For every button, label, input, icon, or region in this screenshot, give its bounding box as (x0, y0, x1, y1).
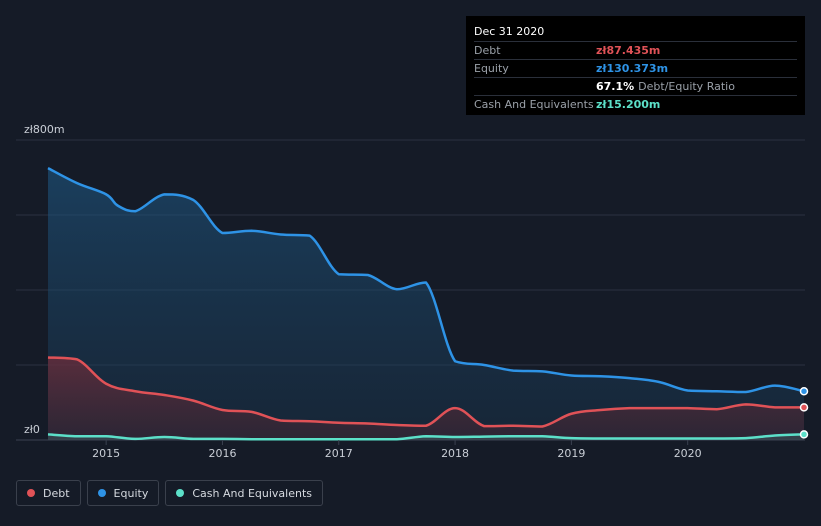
x-tick-label-2017: 2017 (325, 447, 353, 460)
tooltip-row-ratio: 67.1% Debt/Equity Ratio (474, 78, 797, 96)
legend-label-cash: Cash And Equivalents (192, 486, 312, 500)
x-tick-label-2019: 2019 (557, 447, 585, 460)
x-tick-label-2018: 2018 (441, 447, 469, 460)
series-end-points (799, 387, 809, 439)
x-tick-label-2016: 2016 (208, 447, 236, 460)
legend-label-equity: Equity (113, 486, 149, 500)
tooltip-row-cash: Cash And Equivalents zł15.200m (474, 96, 797, 113)
legend-item-equity[interactable]: Equity (86, 480, 160, 506)
axis-labels: zł800m zł0 2015 2016 2017 2018 2019 2020 (24, 123, 702, 460)
line-debt (47, 356, 804, 428)
tooltip-cash-label: Cash And Equivalents (474, 98, 594, 111)
legend-item-cash[interactable]: Cash And Equivalents (165, 480, 323, 506)
area-debt (48, 357, 804, 440)
tooltip-row-equity: Equity zł130.373m (474, 60, 797, 78)
tooltip-cash-value: zł15.200m (596, 98, 661, 111)
tooltip-date: Dec 31 2020 (474, 23, 797, 42)
legend-dot-debt (27, 489, 35, 497)
series-areas (48, 168, 804, 440)
end-point-equity (799, 387, 809, 396)
legend-item-debt[interactable]: Debt (16, 480, 81, 506)
tooltip-equity-value: zł130.373m (596, 62, 669, 75)
data-tooltip: Dec 31 2020 Debt zł87.435m Equity zł130.… (466, 16, 805, 115)
tooltip-debt-label: Debt (474, 44, 501, 57)
line-cash-and-equivalents (47, 433, 805, 441)
legend-dot-cash (176, 489, 185, 497)
tooltip-ratio-value: 67.1% (596, 80, 635, 93)
x-tick-label-2020: 2020 (674, 447, 702, 460)
y-axis-zero-label: zł0 (24, 423, 40, 436)
end-point-debt (799, 403, 809, 412)
legend-dot-equity (97, 489, 106, 497)
line-equity (47, 167, 805, 394)
tooltip-equity-label: Equity (474, 62, 509, 75)
tooltip-ratio-label: Debt/Equity Ratio (638, 80, 735, 93)
tooltip-debt-value: zł87.435m (596, 44, 661, 57)
x-tick-label-2015: 2015 (92, 447, 120, 460)
tooltip-row-debt: Debt zł87.435m (474, 42, 797, 60)
end-point-cash-and-equivalents (799, 430, 809, 439)
chart-legend: Debt Equity Cash And Equivalents (16, 480, 323, 506)
series-lines (47, 167, 805, 441)
area-equity (48, 168, 804, 440)
y-axis-top-label: zł800m (24, 123, 65, 136)
legend-label-debt: Debt (43, 486, 70, 500)
